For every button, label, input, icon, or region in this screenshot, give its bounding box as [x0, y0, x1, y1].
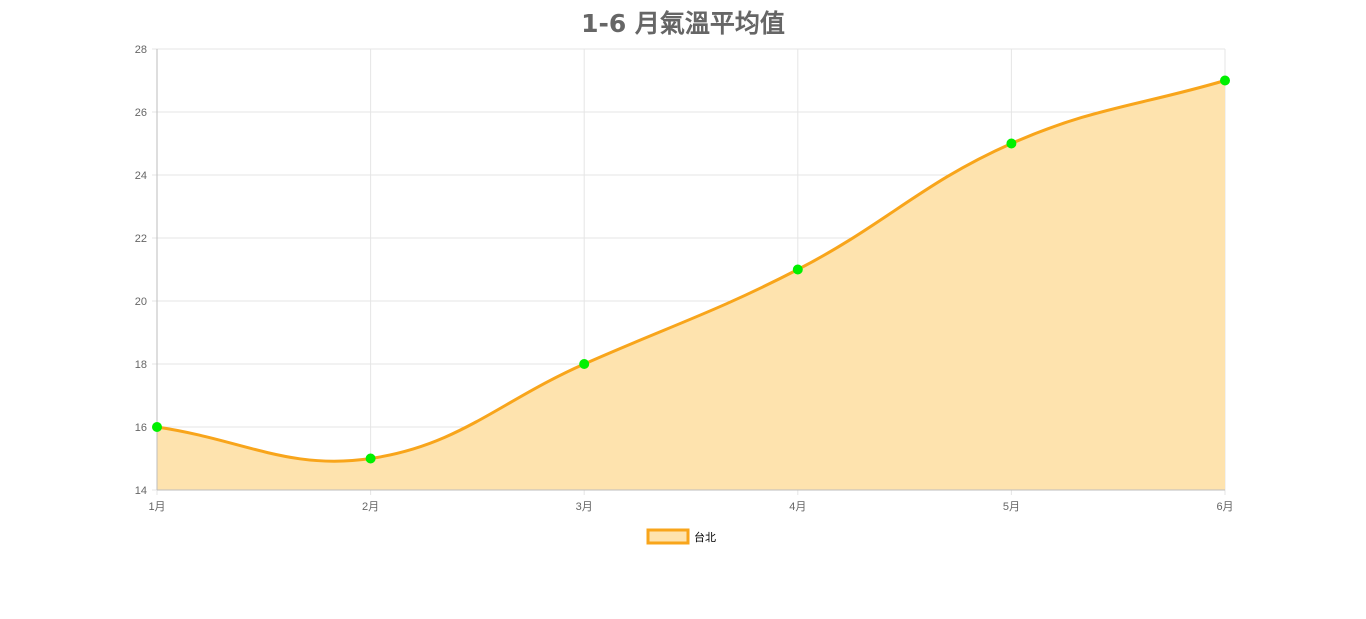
legend-label[interactable]: 台北 — [694, 530, 716, 544]
x-tick-label: 3月 — [576, 501, 593, 513]
legend[interactable]: 台北 — [646, 528, 716, 545]
data-point — [792, 264, 803, 275]
x-tick-label: 5月 — [1003, 501, 1020, 513]
x-tick-label: 1月 — [148, 501, 165, 513]
y-tick-label: 20 — [135, 296, 147, 308]
data-point — [152, 422, 162, 432]
x-tick-label: 6月 — [1216, 501, 1233, 513]
data-point — [365, 453, 376, 464]
y-tick-label: 14 — [135, 485, 147, 497]
data-point — [1220, 75, 1230, 86]
y-tick-label: 16 — [135, 422, 147, 434]
y-tick-label: 22 — [135, 233, 147, 245]
axes — [156, 49, 1225, 491]
series-line-layer — [156, 79, 1226, 463]
data-points — [152, 75, 1230, 464]
x-tick-label: 2月 — [362, 501, 379, 513]
x-axis-tick-labels: 1月 2月 3月 4月 5月 6月 — [148, 501, 1233, 513]
data-point — [1006, 138, 1017, 149]
y-tick-label: 24 — [135, 170, 147, 182]
area-fill-layer — [157, 80, 1225, 490]
series-line — [156, 79, 1226, 463]
series-area-fill — [157, 80, 1225, 490]
chart-title: 1-6 月氣溫平均值 — [581, 9, 785, 38]
legend-swatch[interactable] — [646, 528, 690, 545]
y-tick-label: 18 — [135, 359, 147, 371]
x-tick-label: 4月 — [789, 501, 806, 513]
y-axis-tick-labels: 14 16 18 20 22 24 26 28 — [135, 44, 147, 497]
data-point — [579, 359, 590, 369]
y-tick-label: 26 — [135, 107, 147, 119]
y-tick-label: 28 — [135, 44, 147, 56]
